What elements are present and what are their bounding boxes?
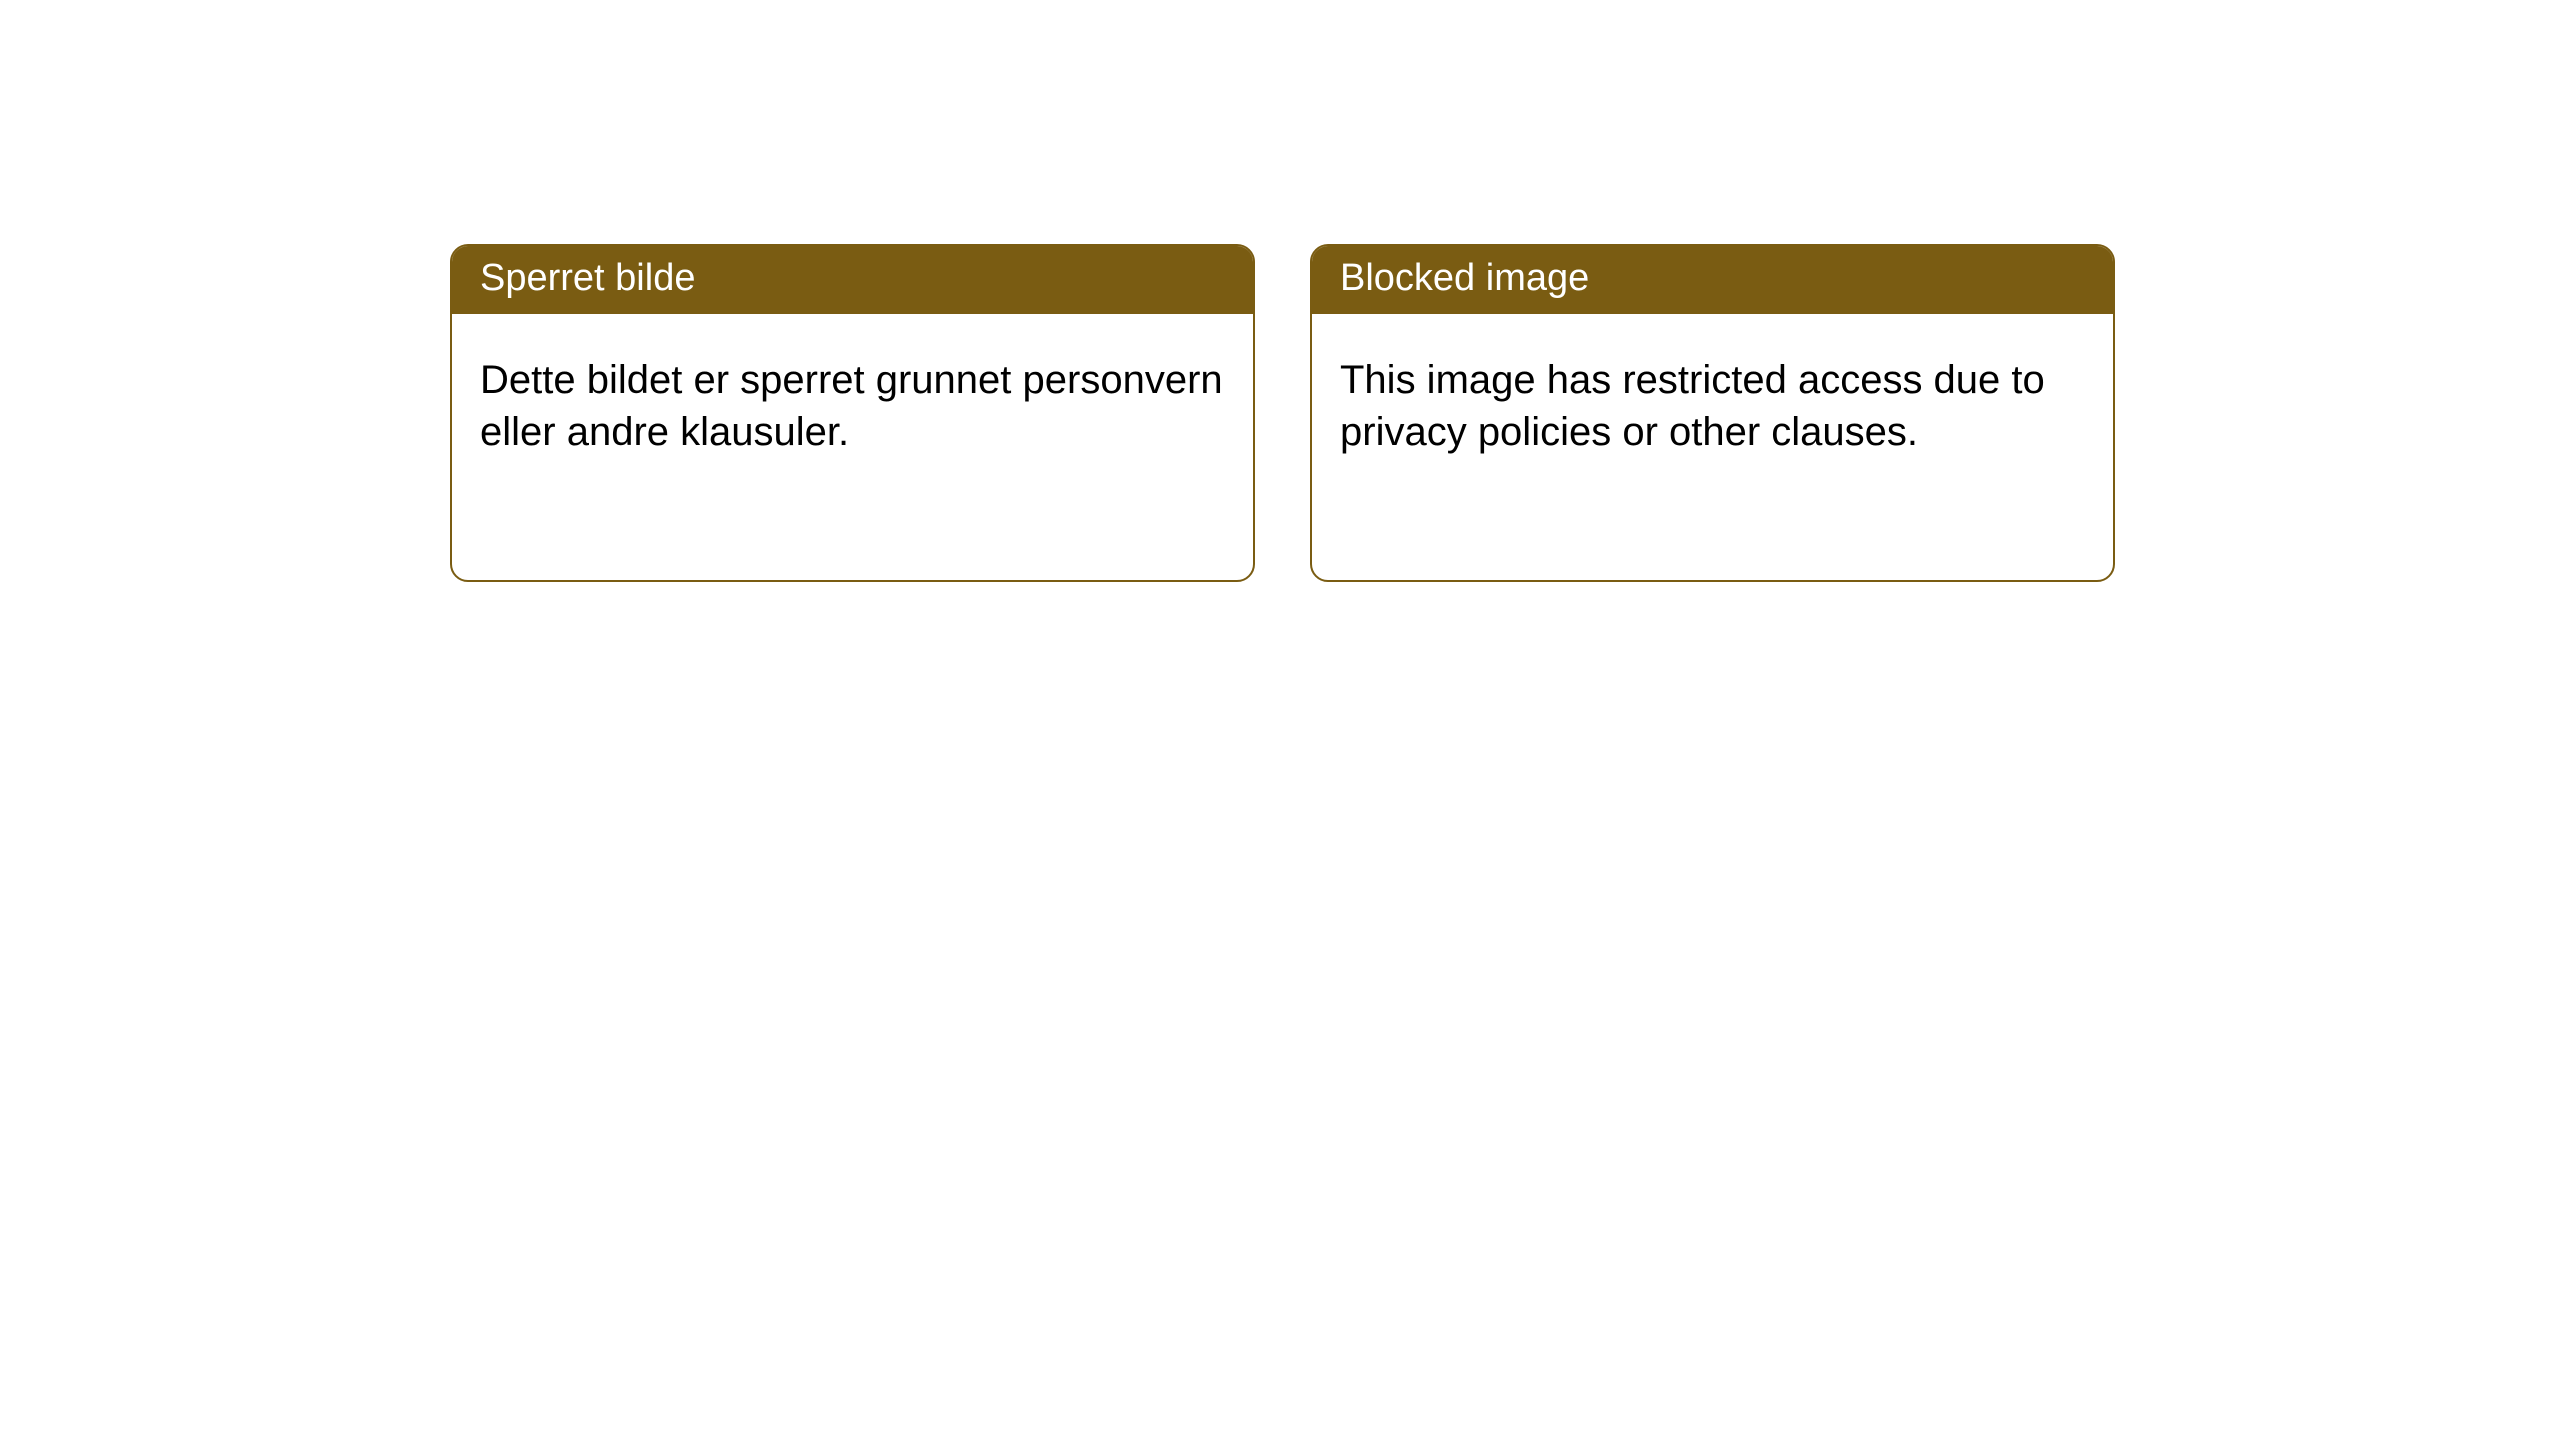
blocked-image-card-en: Blocked image This image has restricted … [1310,244,2115,582]
card-body-en: This image has restricted access due to … [1312,314,2113,580]
card-header-en: Blocked image [1312,246,2113,314]
card-body-no: Dette bildet er sperret grunnet personve… [452,314,1253,580]
card-header-no: Sperret bilde [452,246,1253,314]
notice-card-row: Sperret bilde Dette bildet er sperret gr… [450,244,2560,582]
blocked-image-card-no: Sperret bilde Dette bildet er sperret gr… [450,244,1255,582]
